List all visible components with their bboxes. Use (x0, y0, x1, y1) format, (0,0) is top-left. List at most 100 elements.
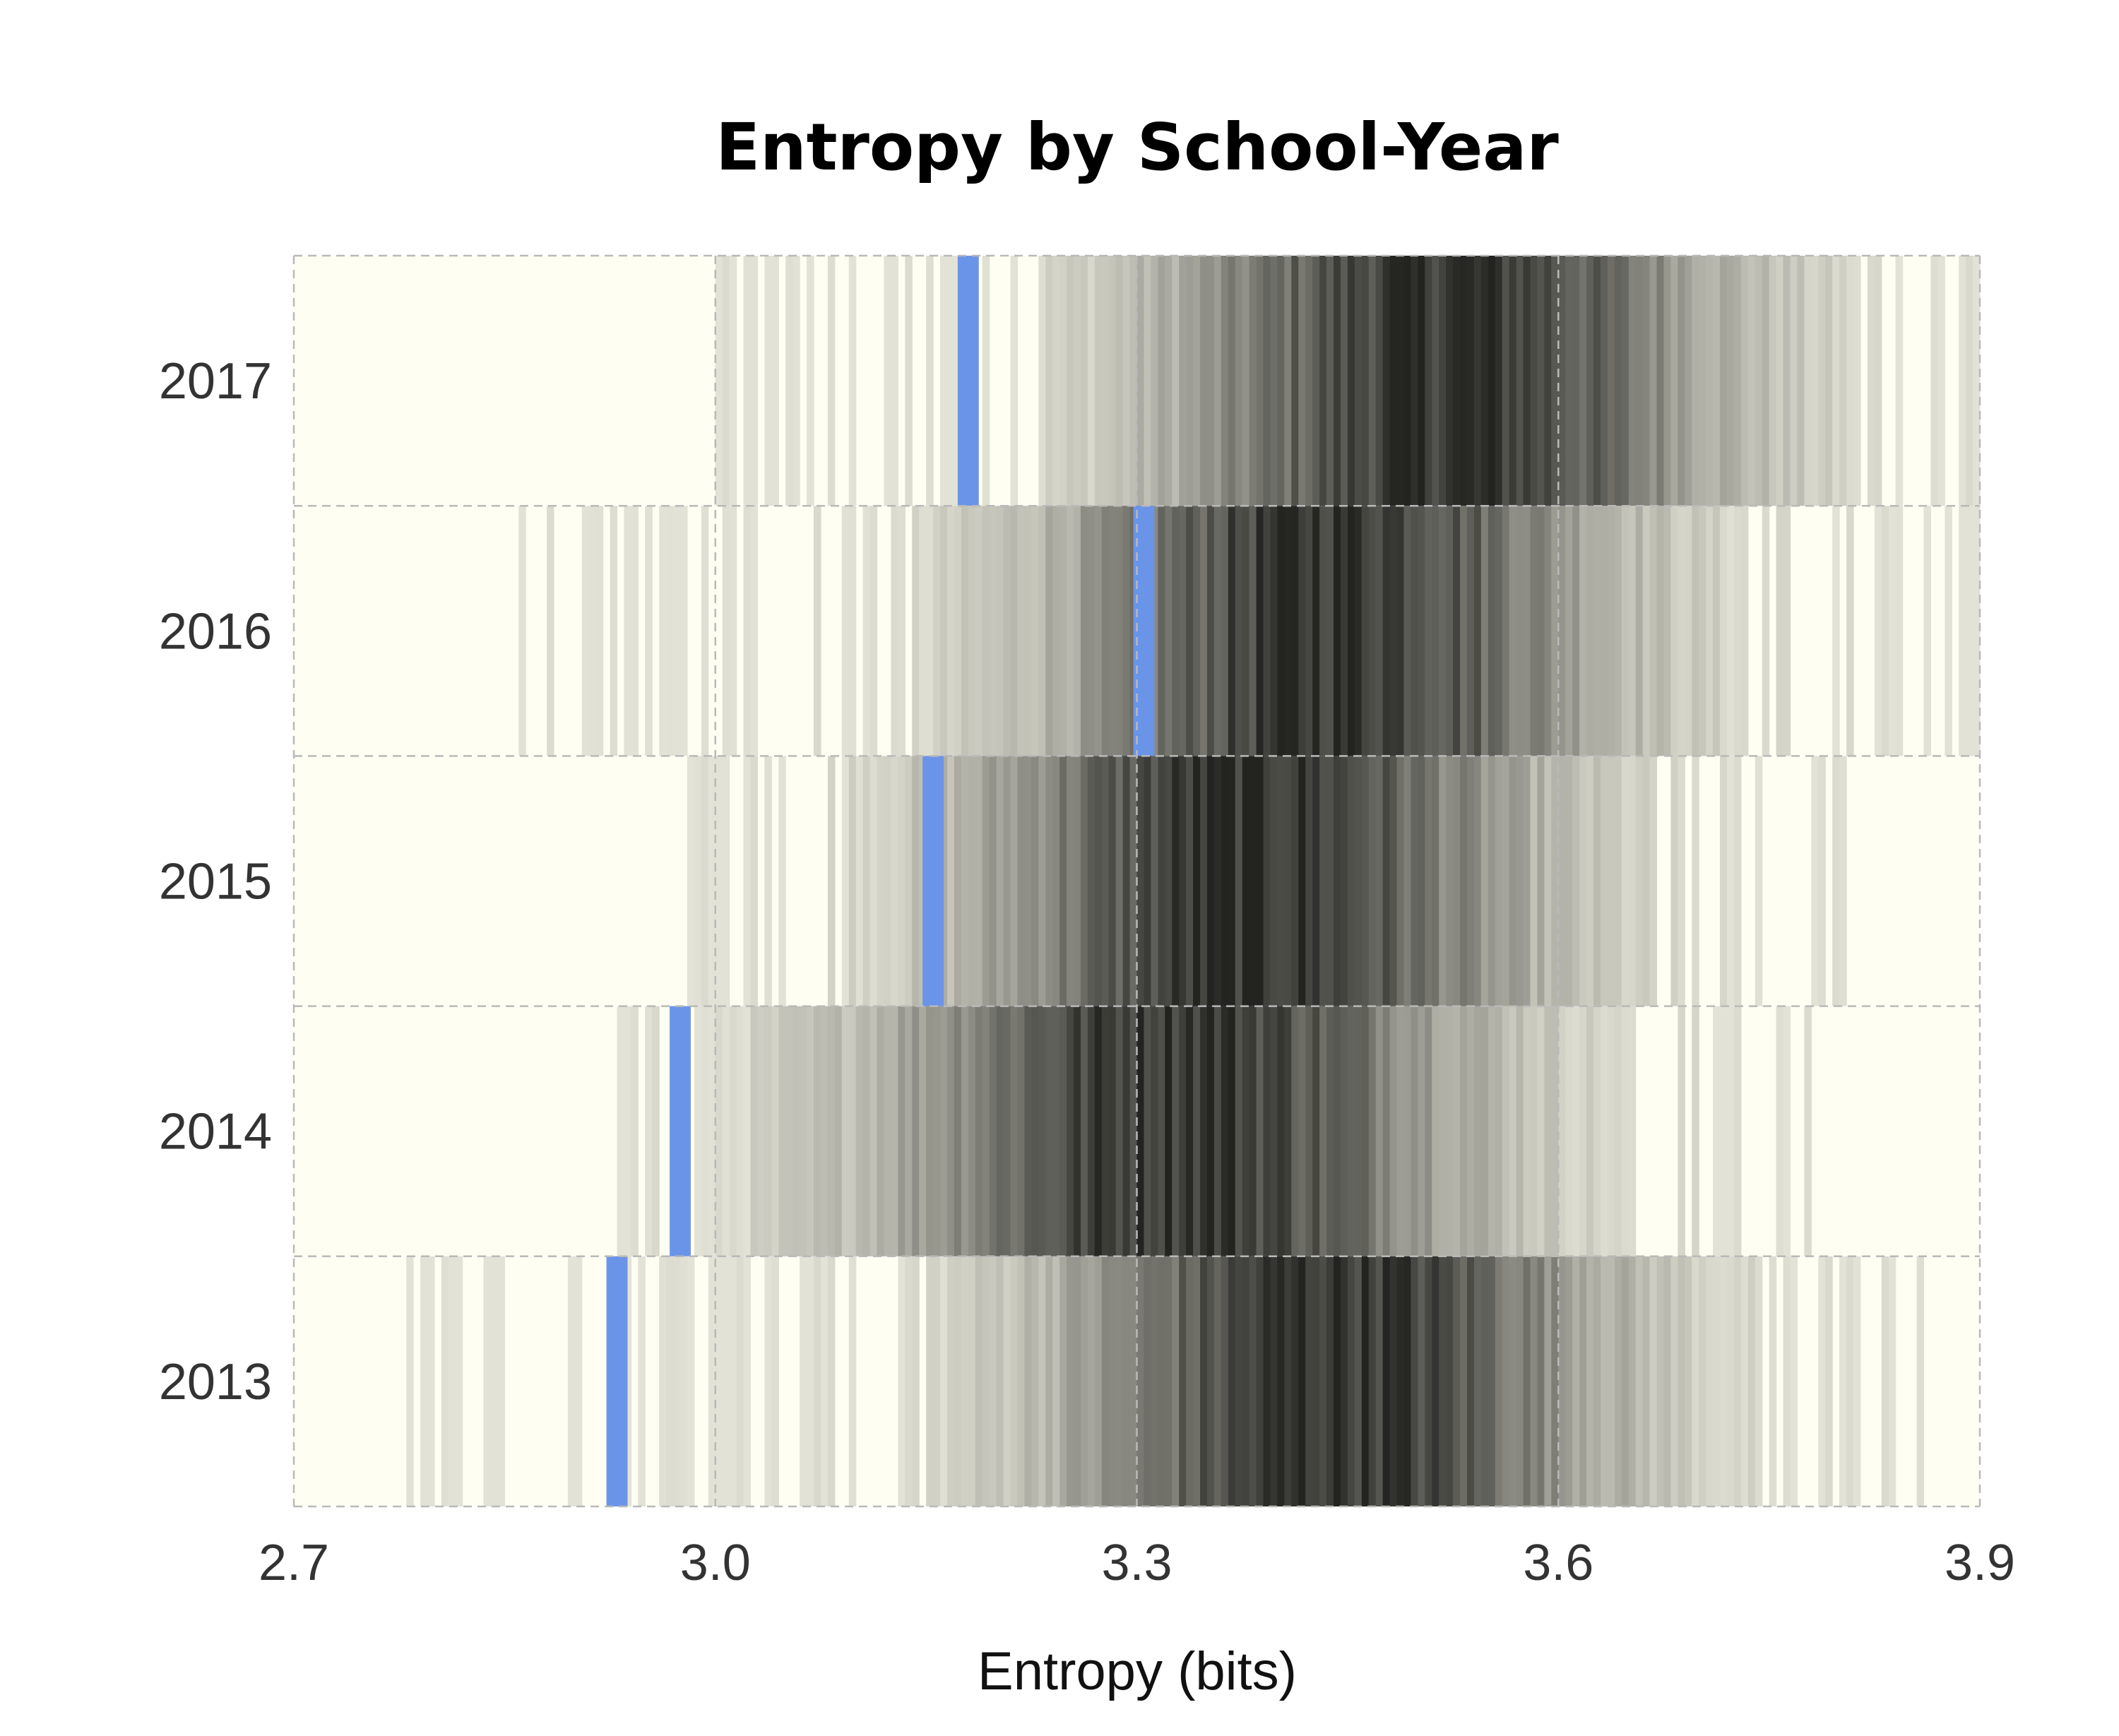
heatmap-cell (1418, 256, 1425, 506)
heatmap-cell (1537, 1006, 1545, 1256)
heatmap-cell (1439, 506, 1447, 756)
y-tick-label: 2017 (159, 353, 272, 410)
heatmap-cell (1115, 506, 1124, 756)
heatmap-cell (1769, 256, 1777, 506)
heatmap-cell (1853, 256, 1861, 506)
heatmap-cell (1733, 1256, 1742, 1506)
heatmap-cell (1122, 506, 1131, 756)
heatmap-cell (1685, 1256, 1692, 1506)
heatmap-cell (1621, 1006, 1630, 1256)
heatmap-cell (1480, 256, 1489, 506)
heatmap-cell (1158, 1006, 1165, 1256)
heatmap-cell (1200, 1256, 1208, 1506)
heatmap-cell (785, 256, 793, 506)
heatmap-cell (1678, 506, 1685, 756)
heatmap-cell (1045, 1006, 1053, 1256)
heatmap-cell (1179, 506, 1187, 756)
heatmap-cell (1340, 1256, 1348, 1506)
heatmap-cell (1326, 256, 1334, 506)
heatmap-cell (1832, 506, 1840, 756)
heatmap-cell (1305, 1256, 1313, 1506)
heatmap-cell (1094, 506, 1103, 756)
heatmap-cell (1502, 1256, 1510, 1506)
heatmap-cell (1628, 1256, 1637, 1506)
heatmap-cell (1122, 1006, 1131, 1256)
heatmap-cell (1783, 256, 1791, 506)
heatmap-cell (1080, 1256, 1088, 1506)
heatmap-cell (1600, 506, 1608, 756)
heatmap-cell (1200, 1006, 1208, 1256)
heatmap-cell (1094, 1256, 1103, 1506)
heatmap-cell (1277, 1256, 1285, 1506)
heatmap-cell (1466, 1256, 1475, 1506)
heatmap-cell (1460, 256, 1468, 506)
heatmap-cell (841, 1006, 850, 1256)
heatmap-cell (715, 256, 723, 506)
heatmap-cell (1446, 1256, 1454, 1506)
heatmap-cell (862, 1006, 871, 1256)
heatmap-cell (1692, 256, 1699, 506)
heatmap-cell (1663, 1256, 1671, 1506)
heatmap-cell (1101, 756, 1110, 1006)
heatmap-cell (1439, 756, 1447, 1006)
heatmap-cell (891, 256, 898, 506)
heatmap-cell (1649, 756, 1658, 1006)
heatmap-cell (827, 756, 836, 1006)
heatmap-cell (1108, 756, 1117, 1006)
heatmap-cell (1094, 756, 1103, 1006)
heatmap-cell (1586, 1006, 1594, 1256)
heatmap-cell (1101, 256, 1110, 506)
heatmap-cell (1453, 506, 1461, 756)
heatmap-cell (1206, 1006, 1215, 1256)
heatmap-cell (1375, 756, 1384, 1006)
heatmap-cell (1193, 506, 1201, 756)
heatmap-cell (1839, 256, 1847, 506)
heatmap-cell (1453, 1006, 1461, 1256)
heatmap-cell (982, 756, 990, 1006)
heatmap-cell (722, 756, 730, 1006)
heatmap-cell (1291, 1006, 1299, 1256)
heatmap-cell (807, 256, 814, 506)
heatmap-cell (1031, 506, 1039, 756)
heatmap-cell (1368, 506, 1377, 756)
heatmap-cell (1678, 1256, 1685, 1506)
heatmap-cell (1973, 256, 1981, 506)
heatmap-cell (1151, 256, 1158, 506)
heatmap-cell (1726, 1006, 1735, 1256)
heatmap-cell (1010, 756, 1019, 1006)
heatmap-cell (1621, 1256, 1630, 1506)
heatmap-cell (547, 506, 554, 756)
heatmap-cell (1488, 756, 1496, 1006)
heatmap-cell (1502, 256, 1510, 506)
heatmap-cell (1403, 1006, 1411, 1256)
heatmap-cell (1544, 1006, 1552, 1256)
heatmap-cell (1473, 1256, 1482, 1506)
heatmap-cell (1572, 756, 1580, 1006)
heatmap-cell (954, 756, 962, 1006)
heatmap-cell (1389, 506, 1398, 756)
heatmap-cell (1544, 256, 1552, 506)
heatmap-cell (1874, 506, 1882, 756)
heatmap-cell (1635, 256, 1644, 506)
heatmap-cell (1087, 756, 1096, 1006)
heatmap-cell (1200, 256, 1208, 506)
heatmap-cell (1080, 756, 1088, 1006)
heatmap-cell (1973, 506, 1981, 756)
heatmap-cell (1466, 756, 1475, 1006)
heatmap-cell (1776, 506, 1784, 756)
heatmap-cell (919, 506, 927, 756)
heatmap-cell (926, 1006, 934, 1256)
heatmap-cell (1158, 256, 1165, 506)
heatmap-cell (869, 1006, 878, 1256)
heatmap-cell (645, 1006, 653, 1256)
heatmap-cell (1706, 506, 1714, 756)
heatmap-cell (1396, 256, 1405, 506)
heatmap-cell (673, 506, 681, 756)
heatmap-cell (1263, 756, 1271, 1006)
heatmap-cell (1010, 256, 1019, 506)
heatmap-cell (1473, 506, 1482, 756)
heatmap-cell (1846, 256, 1854, 506)
heatmap-cell (1403, 756, 1411, 1006)
heatmap-cell (1087, 1256, 1096, 1506)
